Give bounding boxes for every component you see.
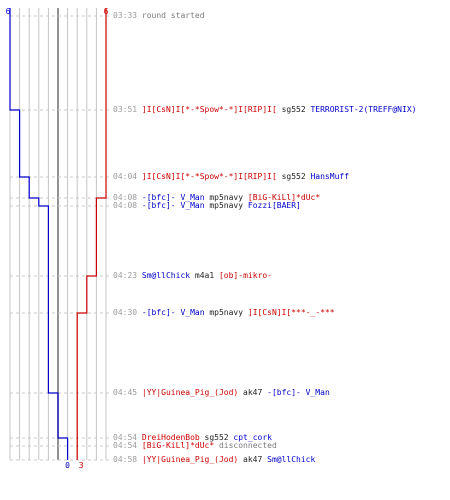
event-text: |YY|Guinea_Pig_(Jod)	[141, 388, 239, 397]
event-text: Sm@llChick	[267, 455, 316, 464]
event-time: 04:08	[113, 201, 142, 210]
event-text: mp5navy	[204, 308, 248, 317]
event-row: 04:54 DreiHodenBob sg552 cpt_cork	[113, 433, 272, 443]
event-text: |YY|Guinea_Pig_(Jod)	[141, 455, 239, 464]
event-text: ]I[CsN]I[*-*Spow*-*]I[RIP]I[	[141, 172, 277, 181]
event-text: Fozzi[BAER]	[247, 201, 301, 210]
bottom-left-score: 0	[65, 461, 70, 470]
event-text: m4a1	[190, 271, 219, 280]
event-text: sg552	[276, 105, 311, 114]
event-row: 03:33 round started	[113, 11, 205, 21]
event-row: 04:08 -[bfc]- V_Man mp5navy Fozzi[BAER]	[113, 201, 301, 211]
ct-score-line	[9, 8, 69, 460]
event-time: 04:54	[113, 433, 142, 442]
bottom-right-score: 3	[79, 461, 84, 470]
event-text: -[bfc]- V_Man	[141, 193, 205, 202]
event-text: sg552	[276, 172, 311, 181]
event-text: [BiG-KiLl]*dUc*	[247, 193, 321, 202]
event-time: 04:04	[113, 172, 142, 181]
event-text: cpt_cork	[233, 433, 272, 442]
event-row: 04:04 ]I[CsN]I[*-*Spow*-*]I[RIP]I[ sg552…	[113, 172, 349, 182]
event-text: -[bfc]- V_Man	[141, 201, 205, 210]
event-row: 04:30 -[bfc]- V_Man mp5navy ]I[CsN]I[***…	[113, 308, 335, 318]
event-time: 04:30	[113, 308, 142, 317]
event-row: 04:23 Sm@llChick m4a1 [ob]-mikro-	[113, 271, 272, 281]
event-time: 04:45	[113, 388, 142, 397]
terrorist-score-line	[76, 8, 107, 460]
event-text: DreiHodenBob	[141, 433, 200, 442]
top-left-score: 6	[6, 7, 11, 16]
event-text: mp5navy	[204, 193, 248, 202]
event-text: [BiG-KiLl]*dUc*	[141, 441, 215, 450]
event-time: 03:33	[113, 11, 142, 20]
event-row: 04:54 [BiG-KiLl]*dUc* disconnected	[113, 441, 277, 451]
event-time: 04:58	[113, 455, 142, 464]
event-text: round started	[141, 11, 205, 20]
event-text: disconnected	[214, 441, 277, 450]
event-time: 04:23	[113, 271, 142, 280]
event-row: 03:51 ]I[CsN]I[*-*Spow*-*]I[RIP]I[ sg552…	[113, 105, 416, 115]
event-text: Sm@llChick	[141, 271, 191, 280]
event-text: ]I[CsN]I[*-*Spow*-*]I[RIP]I[	[141, 105, 277, 114]
event-text: HansMuff	[310, 172, 350, 181]
event-row: 04:58 |YY|Guinea_Pig_(Jod) ak47 Sm@llChi…	[113, 455, 315, 465]
event-text: sg552	[199, 433, 234, 442]
event-text: ]I[CsN]I[***-_-***	[247, 308, 335, 317]
event-time: 03:51	[113, 105, 142, 114]
event-row: 04:08 -[bfc]- V_Man mp5navy [BiG-KiLl]*d…	[113, 193, 320, 203]
event-time: 04:54	[113, 441, 142, 450]
event-text: TERRORIST-2(TREFF@NIX)	[310, 105, 417, 114]
top-right-score: 6	[104, 7, 109, 16]
event-text: [ob]-mikro-	[218, 271, 272, 280]
event-text: mp5navy	[204, 201, 248, 210]
event-row: 04:45 |YY|Guinea_Pig_(Jod) ak47 -[bfc]- …	[113, 388, 330, 398]
event-time: 04:08	[113, 193, 142, 202]
event-text: ak47	[238, 455, 268, 464]
event-text: -[bfc]- V_Man	[267, 388, 330, 397]
event-text: ak47	[238, 388, 268, 397]
event-text: -[bfc]- V_Man	[141, 308, 205, 317]
